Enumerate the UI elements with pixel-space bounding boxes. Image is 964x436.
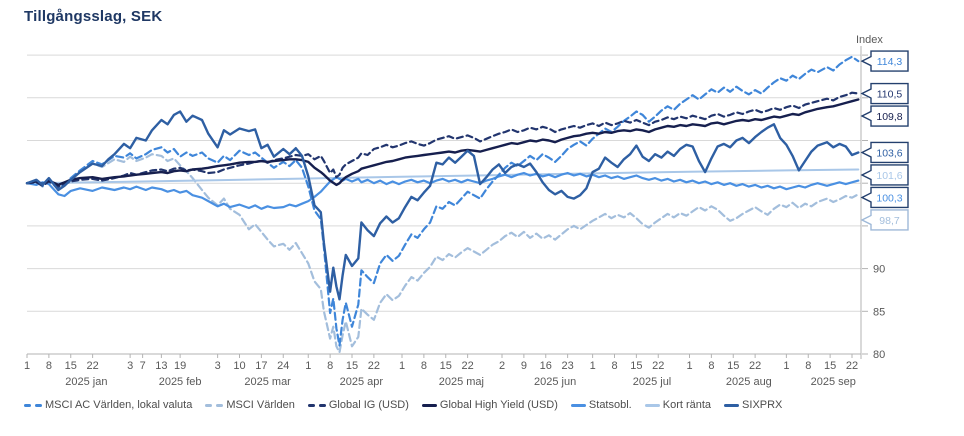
- legend-item-label: MSCI AC Världen, lokal valuta: [45, 399, 193, 411]
- x-axis-tick-label: 22: [87, 360, 99, 372]
- x-axis-tick-label: 8: [327, 360, 333, 372]
- x-axis-tick-label: 10: [233, 360, 245, 372]
- series-line-statsobl: [25, 171, 860, 210]
- legend-item-label: Global IG (USD): [328, 399, 409, 411]
- legend-marker-msci-ac-varlden-lokal-valuta: [24, 403, 42, 407]
- chart-legend: MSCI AC Världen, lokal valuta MSCI Världe…: [24, 399, 782, 411]
- end-value-label-statsobl: 100,3: [876, 192, 902, 204]
- end-value-callout-global-high-yield-usd: [860, 105, 909, 127]
- end-value-callout-statsobl: [860, 186, 909, 209]
- legend-item-label: Statsobl.: [588, 399, 632, 411]
- legend-item-sixprx[interactable]: SIXPRX: [724, 399, 782, 411]
- legend-marker-global-high-yield-usd: [421, 403, 437, 407]
- legend-item-msci-varlden[interactable]: MSCI Världen: [205, 399, 295, 411]
- x-axis-tick-label: 19: [174, 360, 186, 372]
- end-value-label-global-high-yield-usd: 109,8: [876, 111, 902, 123]
- x-axis-tick-label: 16: [540, 360, 552, 372]
- end-value-callout-msci-varlden: [860, 209, 909, 231]
- x-axis-month-label: 2025 feb: [159, 376, 202, 388]
- x-axis-month-label: 2025 apr: [340, 376, 384, 388]
- end-value-callout-kort-ranta: [860, 164, 909, 186]
- x-axis-tick-label: 22: [652, 360, 664, 372]
- end-value-label-msci-varlden: 98,7: [879, 215, 900, 227]
- x-axis-tick-label: 15: [630, 360, 642, 372]
- x-axis-tick-label: 22: [368, 360, 380, 372]
- x-axis-tick-label: 1: [783, 360, 789, 372]
- x-axis-month-label: 2025 jul: [633, 376, 672, 388]
- x-axis-tick-label: 9: [521, 360, 527, 372]
- x-axis-tick-label: 8: [805, 360, 811, 372]
- legend-item-global-high-yield-usd[interactable]: Global High Yield (USD): [421, 399, 558, 411]
- y-axis-tick-label: 90: [873, 264, 885, 276]
- x-axis-month-label: 2025 aug: [726, 376, 772, 388]
- legend-item-label: Global High Yield (USD): [439, 399, 558, 411]
- x-axis-month-label: 2025 sep: [811, 376, 856, 388]
- y-axis-tick-label: 85: [873, 306, 885, 318]
- end-value-label-global-ig-usd: 110,5: [877, 88, 903, 100]
- series-line-sixprx: [25, 110, 860, 301]
- x-axis-tick-label: 17: [255, 360, 267, 372]
- x-axis-tick-label: 24: [277, 360, 289, 372]
- y-axis-tick-label: 80: [873, 349, 885, 361]
- end-value-label-kort-ranta: 101,6: [876, 170, 902, 182]
- x-axis-tick-label: 23: [562, 360, 574, 372]
- x-axis-month-label: 2025 maj: [439, 376, 484, 388]
- end-value-label-msci-ac-varlden-lokal-valuta: 114,3: [877, 56, 903, 68]
- x-axis-tick-label: 8: [611, 360, 617, 372]
- legend-marker-statsobl: [570, 403, 586, 407]
- x-axis-month-label: 2025 jun: [534, 376, 576, 388]
- x-axis-tick-label: 22: [846, 360, 858, 372]
- legend-item-kort-ranta[interactable]: Kort ränta: [644, 399, 712, 411]
- series-line-msci-ac-varlden-lokal-valuta: [25, 55, 860, 347]
- series-line-kort-ranta: [26, 168, 860, 185]
- legend-marker-kort-ranta: [644, 403, 660, 407]
- x-axis-tick-label: 15: [440, 360, 452, 372]
- x-axis-tick-label: 22: [749, 360, 761, 372]
- x-axis-tick-label: 7: [140, 360, 146, 372]
- x-axis-tick-label: 8: [421, 360, 427, 372]
- x-axis-tick-label: 1: [590, 360, 596, 372]
- x-axis-tick-label: 22: [462, 360, 474, 372]
- x-axis-tick-label: 3: [127, 360, 133, 372]
- end-value-callout-sixprx: [860, 141, 909, 164]
- legend-item-label: MSCI Världen: [226, 399, 295, 411]
- x-axis-tick-label: 1: [305, 360, 311, 372]
- x-axis-tick-label: 3: [215, 360, 221, 372]
- x-axis-tick-label: 1: [24, 360, 30, 372]
- legend-marker-global-ig-usd: [307, 403, 326, 407]
- x-axis-tick-label: 8: [46, 360, 52, 372]
- x-axis-tick-label: 15: [824, 360, 836, 372]
- x-axis-tick-label: 1: [399, 360, 405, 372]
- legend-item-label: SIXPRX: [742, 399, 783, 411]
- legend-item-statsobl[interactable]: Statsobl.: [570, 399, 632, 411]
- series-line-global-high-yield-usd: [25, 98, 860, 187]
- legend-marker-sixprx: [724, 403, 740, 407]
- x-axis-month-label: 2025 mar: [244, 376, 291, 388]
- x-axis-tick-label: 15: [65, 360, 77, 372]
- series-line-msci-varlden: [25, 153, 860, 354]
- y-axis-title: Index: [856, 34, 883, 46]
- x-axis-tick-label: 8: [708, 360, 714, 372]
- x-axis-tick-label: 2: [499, 360, 505, 372]
- legend-item-msci-ac-varlden-lokal-valuta[interactable]: MSCI AC Världen, lokal valuta: [24, 399, 192, 411]
- end-value-callout-global-ig-usd: [860, 82, 909, 105]
- x-axis-tick-label: 13: [155, 360, 167, 372]
- x-axis-tick-label: 15: [346, 360, 358, 372]
- x-axis-tick-label: 1: [686, 360, 692, 372]
- legend-marker-msci-varlden: [205, 403, 224, 407]
- legend-item-label: Kort ränta: [662, 399, 712, 411]
- legend-item-global-ig-usd[interactable]: Global IG (USD): [307, 399, 409, 411]
- x-axis-month-label: 2025 jan: [65, 376, 107, 388]
- x-axis-tick-label: 15: [727, 360, 739, 372]
- end-value-label-sixprx: 103,6: [876, 147, 902, 159]
- end-value-callout-msci-ac-varlden-lokal-valuta: [860, 50, 909, 72]
- chart-title: Tillgångsslag, SEK: [24, 8, 163, 25]
